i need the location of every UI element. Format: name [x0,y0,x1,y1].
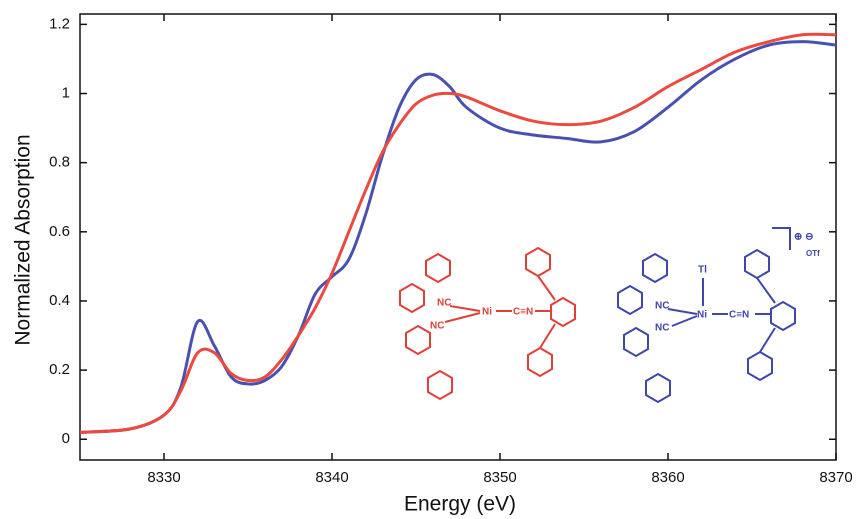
annotation: C≡N [513,307,533,318]
annotation: NC [655,323,669,334]
x-tick-label: 8340 [315,469,348,486]
red-molecule [399,247,576,400]
y-axis-label: Normalized Absorption [12,134,35,345]
annotation: Ni [697,310,707,321]
annotation: NC [430,321,444,332]
series-line [79,40,837,434]
y-tick-label: 0.2 [49,361,70,378]
annotation: C≡N [729,310,749,321]
blue-molecule [617,227,796,403]
x-tick-label: 8330 [147,469,180,486]
annotation: OTf [806,249,820,258]
y-tick-label: 1 [62,84,70,101]
annotation: Tl [698,265,707,276]
annotation: NC [437,298,451,309]
y-tick-label: 0.4 [49,292,70,309]
x-axis-label: Energy (eV) [404,493,516,516]
x-tick-label: 8370 [819,469,852,486]
y-tick-label: 0 [62,430,70,447]
y-tick-label: 1.2 [49,15,70,32]
series-line [79,32,837,434]
x-tick-label: 8360 [651,469,684,486]
annotation: ⊕ ⊖ [794,232,814,243]
x-tick-label: 8350 [483,469,516,486]
molecule-inset: NC NC Ni C≡N NC NC Ni C≡N Tl ⊕ ⊖ OTf [399,227,820,403]
annotation: NC [655,301,669,312]
annotation: Ni [482,307,492,318]
y-tick-label: 0.8 [49,154,70,171]
plot-frame [79,13,837,461]
y-tick-label: 0.6 [49,223,70,240]
